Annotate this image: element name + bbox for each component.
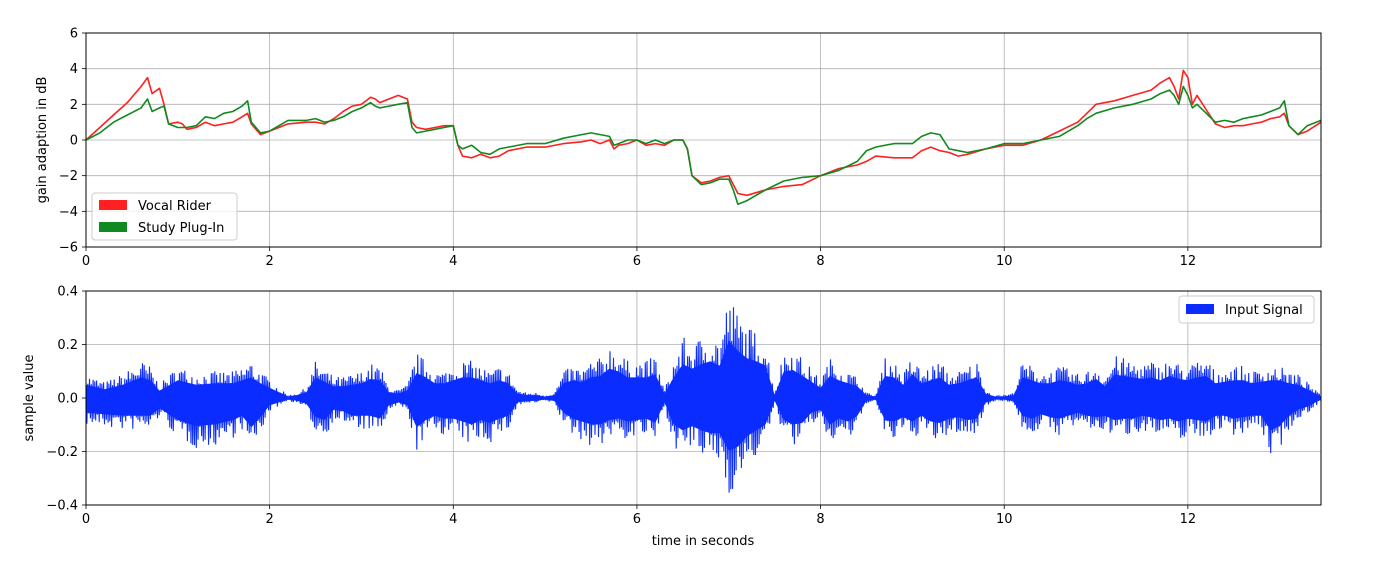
bottom-ticks: 0 2 4 6 8 10 12 0.4 0.2 0.0 −0.2 −0.4 [46, 285, 1196, 528]
bottom-x-tick-label: 4 [449, 512, 457, 527]
top-y-tick-label: −2 [59, 169, 78, 184]
bottom-y-tick-label: 0.4 [57, 285, 78, 300]
bottom-x-axis-label: time in seconds [652, 534, 755, 549]
input-signal-subplot: 0 2 4 6 8 10 120.40.20.0−0.2−0.4 sample value … [22, 285, 1322, 549]
top-x-tick-label: 6 [633, 254, 641, 269]
bottom-legend: Input Signal [1178, 295, 1315, 324]
bottom-x-tick-label: 2 [266, 512, 274, 527]
top-y-tick-label: −6 [59, 241, 78, 256]
series-line-vocal-rider [85, 69, 1322, 197]
top-x-tick-label: 4 [449, 254, 457, 269]
legend-label-vocal-rider: Vocal Rider [138, 199, 212, 214]
top-x-tick-label: 10 [996, 254, 1013, 269]
top-y-axis-label: gain adaption in dB [35, 77, 50, 204]
legend-label-input-signal: Input Signal [1225, 303, 1303, 318]
bottom-y-axis-label: sample value [22, 355, 37, 442]
top-x-tick-label: 2 [266, 254, 274, 269]
legend-swatch-input-signal [1186, 304, 1214, 314]
bottom-x-tick-label: 8 [816, 512, 824, 527]
bottom-series [85, 307, 1322, 493]
legend-entry-input-signal: Input Signal [1186, 303, 1303, 318]
bottom-y-tick-label: −0.4 [46, 499, 78, 514]
top-y-tick-label: 4 [70, 62, 78, 77]
bottom-legend-box [1178, 295, 1315, 324]
top-y-tick-label: 6 [70, 27, 78, 42]
top-x-tick-label: 12 [1180, 254, 1197, 269]
top-x-tick-label: 8 [816, 254, 824, 269]
legend-entry-vocal-rider: Vocal Rider [99, 199, 212, 214]
bottom-x-tick-label: 10 [996, 512, 1013, 527]
top-y-tick-label: −4 [59, 205, 78, 220]
bottom-y-tick-label: 0.0 [57, 392, 78, 407]
bottom-y-tick-label: −0.2 [46, 445, 78, 460]
top-legend-box [91, 192, 238, 241]
bottom-y-tick-label: 0.2 [57, 338, 78, 353]
legend-label-study-plug-in: Study Plug-In [138, 221, 224, 236]
legend-entry-study-plug-in: Study Plug-In [99, 221, 224, 236]
bottom-x-tick-label: 0 [82, 512, 90, 527]
top-series [85, 69, 1322, 205]
legend-swatch-vocal-rider [99, 200, 127, 210]
top-ticks: 0 2 4 6 8 10 12 6 4 2 0 −2 −4 −6 [59, 27, 1196, 270]
legend-swatch-study-plug-in [99, 222, 127, 232]
top-y-tick-label: 0 [70, 134, 78, 149]
top-legend: Vocal Rider Study Plug-In [91, 192, 238, 241]
bottom-x-tick-label: 12 [1180, 512, 1197, 527]
series-envelope-input-signal [86, 340, 1321, 451]
bottom-x-tick-label: 6 [633, 512, 641, 527]
series-line-study-plug-in [85, 85, 1322, 205]
top-y-tick-label: 2 [70, 98, 78, 113]
top-x-tick-label: 0 [82, 254, 90, 269]
